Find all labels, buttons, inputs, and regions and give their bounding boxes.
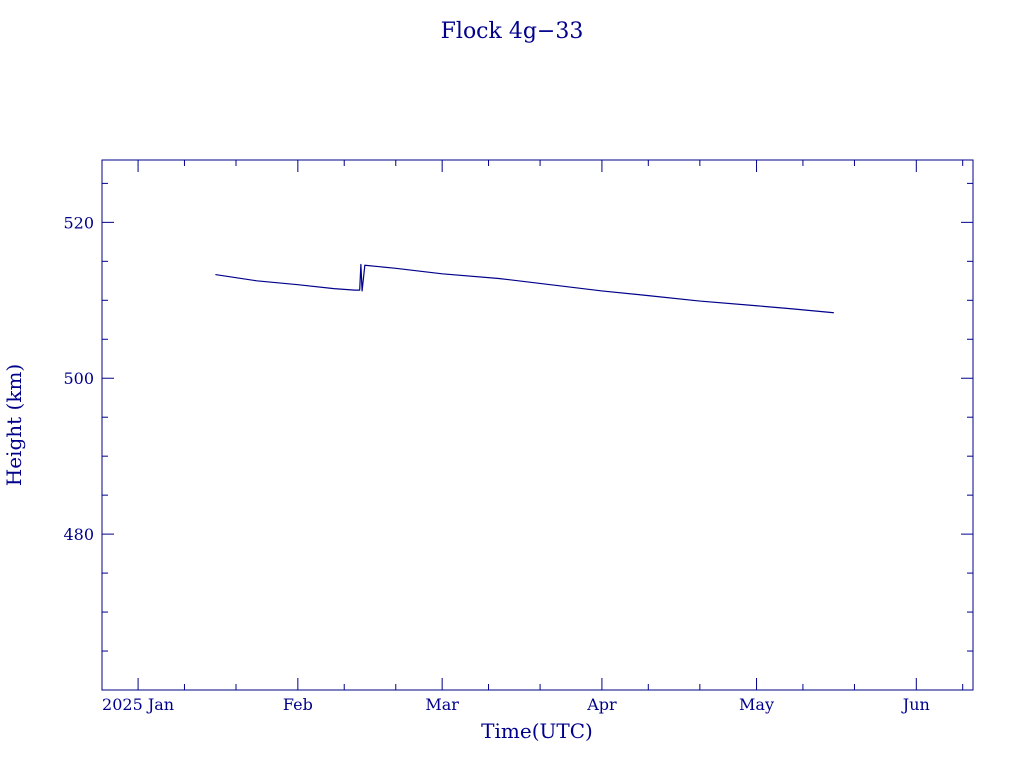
- y-tick-label: 520: [63, 213, 94, 232]
- series-line-height: [215, 263, 834, 314]
- y-axis-label: Height (km): [2, 364, 26, 486]
- x-tick-label: Jun: [901, 695, 930, 714]
- y-tick-label: 480: [63, 525, 94, 544]
- ticks-layer: [102, 160, 973, 691]
- x-tick-label: Mar: [425, 695, 459, 714]
- x-axis-label: Time(UTC): [481, 719, 593, 743]
- x-tick-label: Apr: [586, 695, 617, 714]
- x-tick-label: 2025 Jan: [102, 695, 174, 714]
- tick-labels-layer: 2025 Jan Feb Mar Apr May Jun 480 500 520: [63, 213, 929, 714]
- y-tick-label: 500: [63, 369, 94, 388]
- chart-title: Flock 4g−33: [441, 19, 584, 44]
- x-tick-label: Feb: [283, 695, 313, 714]
- x-tick-label: May: [739, 695, 774, 714]
- plot-frame: [101, 159, 974, 691]
